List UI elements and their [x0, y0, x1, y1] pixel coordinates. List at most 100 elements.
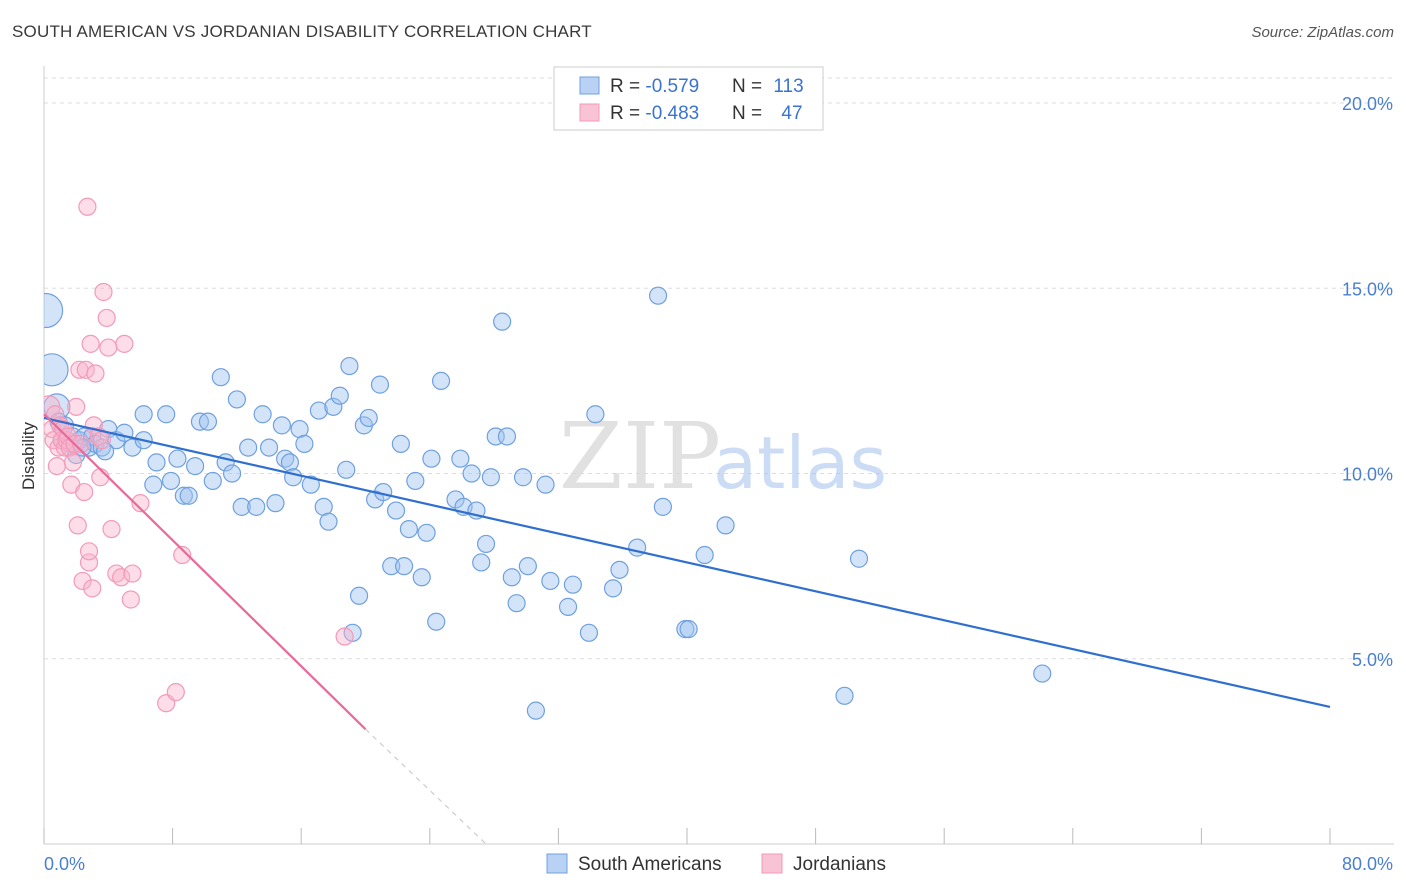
point-south-americans — [340, 356, 359, 376]
point-south-americans — [386, 501, 406, 520]
point-south-americans — [161, 471, 181, 491]
point-south-americans — [134, 405, 153, 424]
legend-swatch-jordanians — [761, 853, 783, 874]
point-south-americans — [115, 423, 134, 442]
y-tick-label: 20.0% — [1342, 94, 1393, 114]
point-jordanians — [86, 364, 105, 383]
point-south-americans — [319, 512, 338, 531]
legend-n-value: 113 — [773, 76, 803, 97]
legend-r-value: -0.483 — [645, 103, 699, 124]
point-south-americans — [481, 468, 500, 487]
point-jordanians — [68, 516, 87, 535]
point-jordanians — [71, 434, 91, 453]
point-jordanians — [121, 590, 140, 609]
point-south-americans — [301, 475, 320, 494]
series-legend: South Americans Jordanians — [546, 853, 886, 875]
y-tick-label: 15.0% — [1342, 279, 1393, 299]
svg-text:atlas: atlas — [713, 421, 887, 505]
point-south-americans — [610, 560, 629, 579]
point-south-americans — [370, 375, 390, 394]
point-jordanians — [83, 579, 102, 598]
axes — [43, 66, 1394, 845]
point-south-americans — [394, 557, 414, 576]
point-south-americans — [284, 468, 303, 487]
legend-n-label: N = — [732, 76, 767, 97]
point-south-americans — [603, 579, 623, 598]
point-jordanians — [102, 519, 121, 539]
point-jordanians — [94, 282, 113, 302]
point-south-americans — [239, 438, 258, 457]
point-south-americans — [349, 586, 369, 605]
point-south-americans — [211, 368, 230, 387]
point-south-americans — [44, 353, 69, 387]
svg-text:N = 113: N = 113 — [732, 76, 804, 97]
grid-lines — [44, 77, 1394, 660]
point-south-americans — [493, 312, 512, 331]
point-jordanians — [97, 308, 116, 328]
point-south-americans — [324, 397, 343, 416]
point-jordanians — [166, 683, 185, 702]
legend-n-label: N = — [732, 103, 767, 124]
point-south-americans — [502, 568, 521, 587]
point-south-americans — [309, 401, 328, 420]
point-south-americans — [144, 475, 163, 494]
point-south-americans — [412, 568, 431, 587]
legend-label-south-americans: South Americans — [578, 854, 722, 875]
point-south-americans — [259, 438, 279, 457]
source-label: Source: ZipAtlas.com — [1251, 24, 1394, 41]
point-south-americans — [513, 468, 533, 487]
point-south-americans — [227, 390, 246, 409]
point-south-americans — [679, 620, 698, 639]
stats-legend: R = -0.579 N = 113 R = -0.483 N = 47 — [553, 66, 824, 131]
legend-r-value: -0.579 — [645, 76, 699, 97]
point-south-americans — [272, 416, 292, 435]
point-south-americans — [406, 471, 425, 491]
point-south-americans — [337, 460, 356, 479]
point-south-americans — [835, 686, 854, 705]
point-jordanians — [123, 564, 142, 583]
point-south-americans — [507, 594, 526, 613]
point-south-americans — [586, 405, 605, 424]
x-tick-label: 80.0% — [1342, 854, 1393, 874]
legend-n-value: 47 — [781, 103, 802, 124]
point-jordanians — [92, 431, 111, 450]
point-south-americans — [526, 701, 545, 720]
point-south-americans — [451, 449, 470, 468]
point-south-americans — [695, 545, 714, 565]
point-south-americans — [295, 434, 314, 453]
point-south-americans — [541, 571, 560, 591]
point-south-americans — [157, 405, 176, 424]
point-jordanians — [115, 334, 134, 353]
point-south-americans — [203, 471, 222, 491]
x-tick-label: 0.0% — [44, 854, 85, 874]
y-tick-label: 5.0% — [1352, 650, 1393, 670]
point-jordanians — [47, 457, 66, 476]
point-south-americans — [232, 497, 251, 516]
point-south-americans — [417, 523, 436, 542]
legend-swatch-south-americans — [579, 76, 600, 95]
legend-r-label: R = — [610, 76, 645, 97]
point-south-americans — [266, 494, 285, 513]
point-south-americans — [147, 453, 166, 472]
point-south-americans — [198, 412, 218, 431]
point-south-americans — [123, 438, 142, 457]
point-jordanians — [112, 568, 131, 587]
point-jordanians — [76, 360, 95, 379]
point-south-americans — [168, 449, 187, 468]
point-jordanians — [75, 482, 94, 502]
watermark: ZIP atlas — [559, 403, 887, 510]
legend-swatch-south-americans — [546, 853, 568, 874]
point-jordanians — [67, 397, 86, 416]
point-south-americans — [222, 464, 242, 483]
point-jordanians — [73, 571, 92, 591]
point-jordanians — [78, 197, 97, 216]
svg-text:R = -0.579: R = -0.579 — [610, 76, 699, 97]
y-axis-title: Disability — [19, 421, 38, 490]
legend-r-label: R = — [610, 103, 645, 124]
legend-label-jordanians: Jordanians — [793, 854, 886, 875]
point-south-americans — [476, 534, 496, 554]
svg-text:N = 47: N = 47 — [732, 103, 803, 124]
chart-title: SOUTH AMERICAN VS JORDANIAN DISABILITY C… — [12, 22, 592, 41]
trendline-south-americans — [43, 416, 1331, 708]
